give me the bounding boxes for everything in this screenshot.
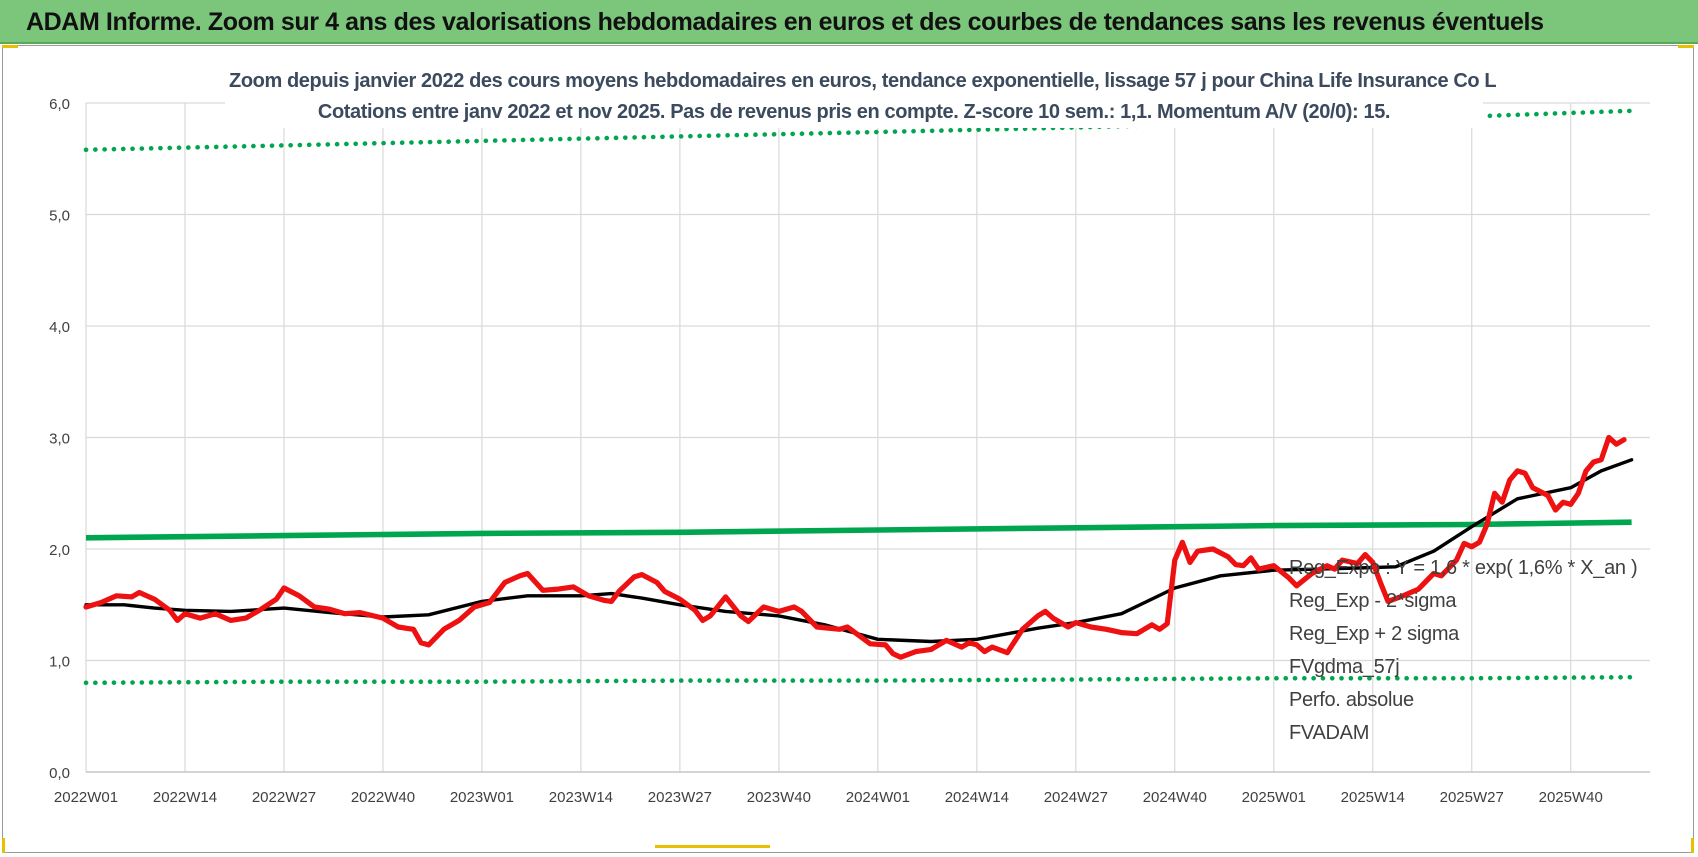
x-tick-label: 2023W14 (549, 789, 613, 806)
y-tick-label: 3,0 (49, 431, 70, 448)
y-tick-label: 2,0 (49, 542, 70, 559)
x-tick-label: 2023W01 (450, 789, 514, 806)
x-tick-label: 2023W40 (747, 789, 811, 806)
series-line-reg-exp-2-sigma (83, 674, 1634, 686)
y-tick-label: 0,0 (49, 765, 70, 782)
y-tick-label: 5,0 (49, 208, 70, 225)
x-tick-label: 2024W40 (1143, 789, 1207, 806)
x-tick-label: 2025W27 (1440, 789, 1504, 806)
y-tick-label: 4,0 (49, 319, 70, 336)
frame-corner-mark (2, 838, 5, 853)
series-line-fvgdma-57j (84, 458, 1634, 644)
x-tick-label: 2022W14 (153, 789, 217, 806)
y-tick-label: 6,0 (49, 96, 70, 113)
legend-label: FVADAM (1289, 722, 1370, 744)
x-tick-label: 2023W27 (648, 789, 712, 806)
series-line-reg-expo-y-1-6-exp-1-6-x-an (85, 519, 1632, 541)
x-tick-label: 2024W01 (846, 789, 910, 806)
chart-title: Zoom depuis janvier 2022 des cours moyen… (229, 70, 1497, 92)
series-lines (83, 108, 1634, 686)
x-tick-label: 2022W27 (252, 789, 316, 806)
x-tick-label: 2025W40 (1539, 789, 1603, 806)
y-axis-ticks: 0,0 1,0 2,0 3,0 4,0 5,0 6,0 (49, 96, 70, 782)
frame-corner-mark (2, 45, 18, 48)
legend-label: FVgdma_57j (1289, 656, 1400, 678)
x-tick-label: 2025W14 (1341, 789, 1405, 806)
legend-label: Reg_Exp + 2 sigma (1289, 623, 1459, 645)
frame-corner-mark (1678, 45, 1694, 48)
legend-label: Reg_Expo : Y = 1,6 * exp( 1,6% * X_an ) (1289, 557, 1638, 579)
frame-corner-mark (655, 845, 770, 848)
legend-label: Perfo. absolue (1289, 689, 1414, 711)
report-banner: ADAM Informe. Zoom sur 4 ans des valoris… (0, 0, 1698, 44)
x-axis-ticks: 2022W01 2022W14 2022W27 2022W40 2023W01 2023W… (54, 789, 1603, 806)
series-line-fvadam (83, 434, 1627, 660)
x-tick-label: 2022W40 (351, 789, 415, 806)
x-tick-label: 2022W01 (54, 789, 118, 806)
x-tick-label: 2025W01 (1242, 789, 1306, 806)
x-tick-label: 2024W27 (1044, 789, 1108, 806)
legend-label: Reg_Exp - 2*sigma (1289, 590, 1457, 612)
report-title: ADAM Informe. Zoom sur 4 ans des valoris… (26, 8, 1544, 36)
y-tick-label: 1,0 (49, 654, 70, 671)
frame-corner-mark (1691, 838, 1694, 853)
grid-lines (85, 102, 1650, 773)
chart-title-block: Zoom depuis janvier 2022 des cours moyen… (225, 66, 1497, 128)
x-tick-label: 2024W14 (945, 789, 1009, 806)
chart-subtitle: Cotations entre janv 2022 et nov 2025. P… (317, 101, 1391, 123)
